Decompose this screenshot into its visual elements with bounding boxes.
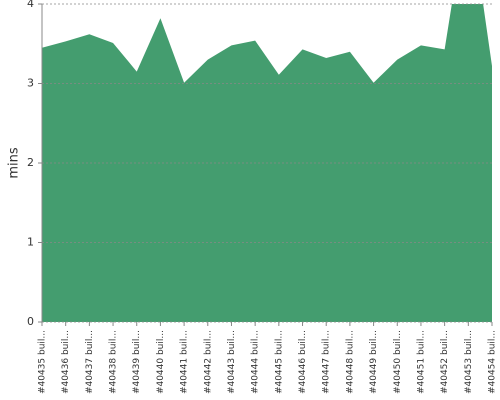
x-tick-label: #40450 buil...: [393, 330, 403, 394]
x-tick-label: #40443 buil...: [227, 330, 237, 394]
x-tick-label: #40448 buil...: [345, 330, 355, 394]
y-axis-label: mins: [7, 147, 22, 179]
x-tick-label: #40447 buil...: [322, 330, 332, 394]
x-tick-label: #40452 buil...: [440, 330, 450, 394]
x-tick-label: #40437 buil...: [85, 330, 95, 394]
x-tick-label: #40454 buil...: [488, 330, 498, 394]
y-tick-label: 0: [27, 315, 34, 328]
x-tick-label: #40435 buil...: [38, 330, 48, 394]
x-tick-label: #40451 buil...: [416, 330, 426, 394]
x-tick-label: #40441 buil...: [180, 330, 190, 394]
x-tick-label: #40436 buil...: [61, 330, 71, 394]
x-tick-label: #40445 buil...: [274, 330, 284, 394]
x-tick-label: #40439 buil...: [132, 330, 142, 394]
x-tick-label: #40453 buil...: [464, 330, 474, 394]
y-tick-label: 2: [27, 156, 34, 169]
x-tick-label: #40442 buil...: [203, 330, 213, 394]
y-tick-label: 1: [27, 236, 34, 249]
y-tick-label: 3: [27, 77, 34, 90]
x-tick-label: #40444 buil...: [251, 330, 261, 394]
x-tick-label: #40449 buil...: [369, 330, 379, 394]
x-tick-label: #40438 buil...: [109, 330, 119, 394]
x-tick-label: #40446 buil...: [298, 330, 308, 394]
area: [42, 4, 492, 322]
y-tick-label: 4: [27, 0, 34, 10]
x-tick-label: #40440 buil...: [156, 330, 166, 394]
